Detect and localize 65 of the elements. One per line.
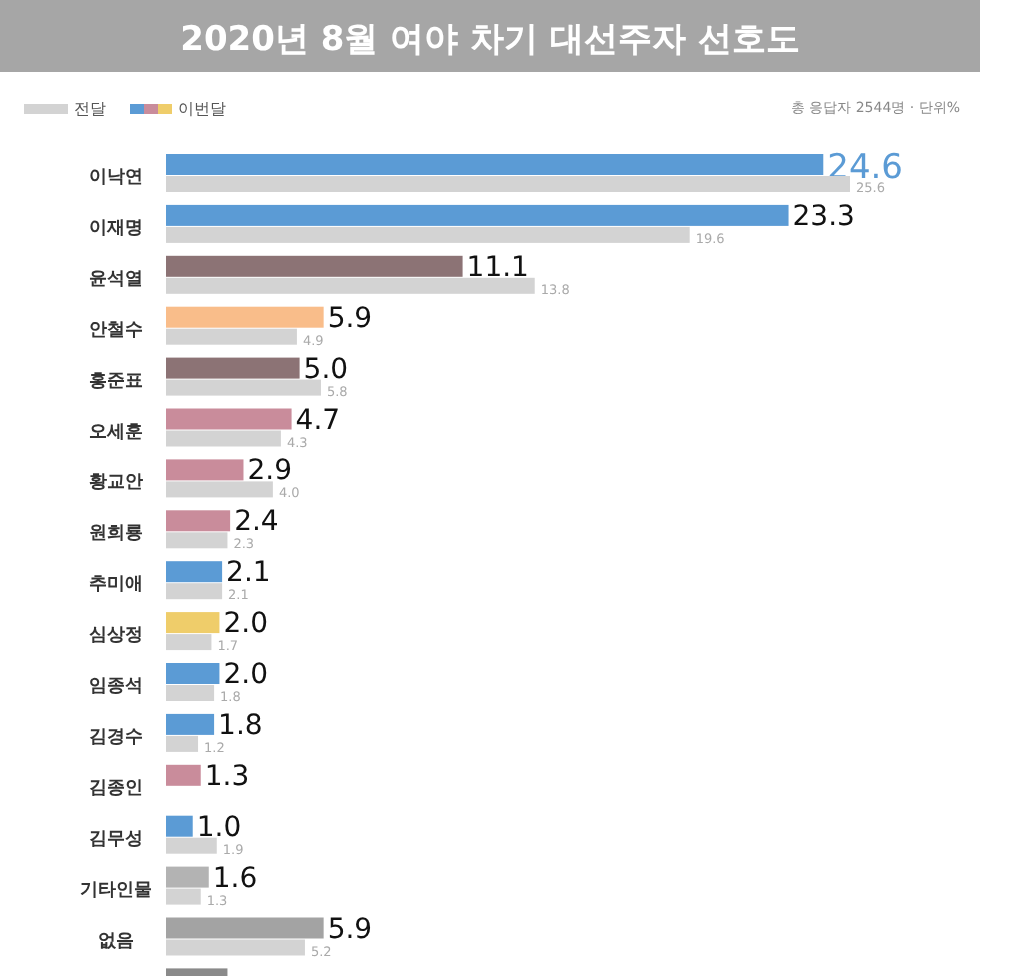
y-tick-label: 심상정	[89, 626, 143, 647]
bar	[166, 379, 321, 396]
legend-label: 전달	[74, 100, 106, 118]
y-tick-label: 기타인물	[80, 880, 152, 901]
bar	[166, 663, 220, 684]
bar	[166, 764, 201, 786]
data-label: 1.6	[212, 862, 258, 895]
bar	[166, 888, 201, 905]
bar	[166, 837, 217, 854]
data-label: 4.7	[295, 404, 341, 437]
data-label: 2.0	[223, 608, 268, 641]
y-tick-label: 없음	[98, 931, 134, 952]
data-label: 2.9	[247, 455, 293, 488]
bar	[166, 226, 690, 243]
y-tick-label: 안철수	[89, 320, 143, 341]
bar	[166, 532, 228, 549]
bar	[166, 612, 220, 634]
bar	[166, 713, 215, 735]
bar	[166, 917, 324, 939]
y-tick-label: 임종석	[89, 677, 143, 697]
data-label: 5.0	[303, 353, 349, 386]
bar	[166, 204, 789, 226]
y-tick-label: 황교안	[89, 473, 143, 494]
bar	[166, 154, 824, 175]
bar	[166, 685, 215, 701]
bar	[166, 481, 273, 498]
bar	[166, 408, 292, 430]
bar	[166, 510, 231, 532]
y-tick-label: 이재명	[89, 218, 143, 239]
bar	[166, 561, 223, 583]
bar	[166, 866, 209, 888]
data-label: 23.3	[792, 200, 855, 233]
bar	[166, 815, 193, 837]
bar	[166, 255, 463, 277]
data-label: 1.0	[196, 811, 242, 844]
y-tick-label: 김종인	[89, 778, 143, 799]
data-label: 11.1	[466, 251, 529, 284]
bar	[166, 328, 297, 345]
bar	[166, 277, 535, 294]
bar	[166, 306, 324, 328]
data-label: 2.1	[226, 557, 271, 590]
data-label: 5.9	[327, 913, 373, 946]
data-label: 1.3	[204, 760, 250, 793]
bar	[166, 735, 199, 752]
data-label: 5.9	[327, 302, 373, 335]
data-label: 1.8	[218, 709, 263, 742]
data-label: 2.0	[223, 659, 268, 691]
y-tick-label: 이낙연	[89, 168, 143, 188]
bar	[166, 634, 212, 651]
chart-title: 2020년 8월 여야 차기 대선주자 선호도	[180, 20, 800, 60]
bar	[166, 430, 281, 447]
y-tick-label: 홍준표	[89, 371, 143, 392]
y-tick-label: 추미애	[89, 575, 143, 596]
bar	[166, 176, 850, 192]
y-tick-label: 김경수	[89, 727, 143, 748]
y-tick-label: 원희룡	[89, 524, 143, 545]
bar	[166, 939, 305, 956]
data-label: 2.4	[234, 506, 279, 539]
y-tick-label: 오세훈	[89, 422, 143, 443]
y-tick-label: 윤석열	[89, 269, 143, 290]
y-tick-label: 김무성	[89, 829, 143, 850]
bar	[166, 459, 244, 481]
legend-label: 이번달	[178, 100, 226, 118]
bar	[166, 357, 300, 379]
bar	[166, 583, 223, 600]
